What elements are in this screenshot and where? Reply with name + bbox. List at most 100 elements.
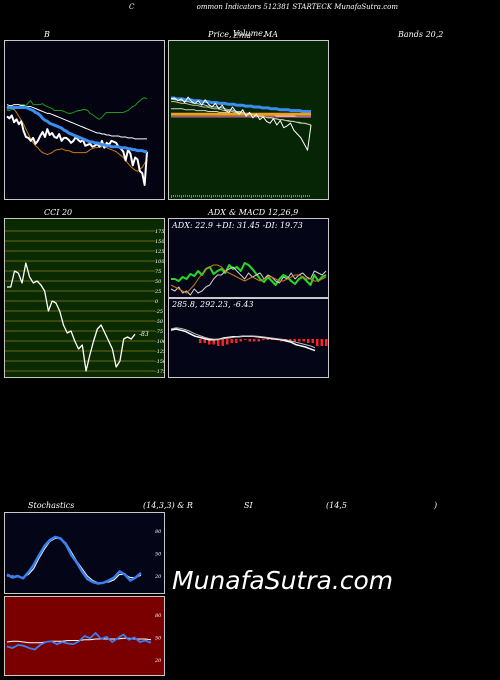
volume-bar [275,195,276,197]
ema-label: Ema [233,31,252,40]
volume-bar [295,195,296,197]
macd-hist-bar [311,339,314,343]
rsi-chart: 80 50 20 [5,597,164,675]
macd-signal-line [170,327,316,349]
stoch-panel: 80 50 20 [4,512,165,594]
cci-bg [5,219,164,377]
macd-hist-bar [235,339,238,343]
volume-bar [207,195,208,197]
stoch-tick-label: 80 [155,529,162,535]
volume-bar [171,195,172,198]
page-title: C ommon Indicators 512381 STARTECK Munaf… [129,3,398,11]
volume-bar [231,195,232,198]
volume-bar [197,195,198,197]
rsi-tick-label: 80 [155,613,162,619]
rsi-close: ) [434,501,438,510]
cci-last-value: -83 [139,331,149,338]
volume-bar [255,195,256,197]
macd-hist-bar [316,339,319,346]
cci-tick-label: -150 [155,359,164,365]
cci-tick-label: 0 [155,299,159,305]
stoch-label: Stochastics [28,501,75,510]
title-prefix: C [129,3,135,11]
volume-bar [179,195,180,197]
volume-bar [277,195,278,197]
price-chart [169,41,328,199]
cci-tick-label: -50 [155,319,164,325]
bollinger-series-3 [7,106,148,172]
volume-bar [285,195,286,197]
volume-bar [211,195,212,198]
volume-bar [217,195,218,197]
volume-bar [177,195,178,197]
volume-bar [209,195,210,197]
volume-bar [241,195,242,198]
volume-bar [271,195,272,198]
volume-bar [229,195,230,197]
volume-bar [269,195,270,197]
volume-bar [201,195,202,198]
cci-tick-label: 125 [155,249,164,255]
volume-bar [257,195,258,197]
volume-bar [235,195,236,197]
volume-bar [237,195,238,197]
bollinger-chart [5,41,164,199]
cci-tick-label: 50 [155,279,162,285]
macd-hist-bar [320,339,323,346]
adx-label: ADX [208,208,226,217]
volume-bar [279,195,280,197]
macd-hist-bar [244,339,247,340]
macd-hist-bar [266,339,269,340]
volume-bar [181,195,182,198]
volume-bar [305,195,306,197]
volume-bar [233,195,234,197]
volume-bar [259,195,260,197]
adx-values: ADX: 22.9 +DI: 31.45 -DI: 19.73 [172,221,303,230]
volume-bar [221,195,222,198]
cci-tick-label: 175 [155,229,164,235]
volume-bar [239,195,240,197]
cci-chart: 175 150 125 100 75 50 25 0 -25 -50 -75 -100 -125 -150… [5,219,164,377]
macd-hist-bar [199,339,202,343]
macd-hist-bar [302,339,305,342]
volume-bar [309,195,310,197]
macd-hist-bar [262,339,265,340]
adx-chart [169,219,328,297]
price-panel [168,40,329,200]
cci-tick-label: -25 [155,309,163,315]
volume-bar [303,195,304,197]
macd-hist-bar [271,339,274,340]
volume-bar [191,195,192,198]
volume-bar [203,195,204,197]
rsi-tick-label: 20 [154,658,162,664]
volume-bar [247,195,248,197]
volume-bar [223,195,224,197]
cci-panel: 175 150 125 100 75 50 25 0 -25 -50 -75 -100 -125 -150… [4,218,165,378]
ma-label: MA [264,30,278,39]
macd-chart [169,299,328,377]
volume-bar [251,195,252,198]
volume-bar [273,195,274,197]
rsi-line [6,632,152,651]
bollinger-label: B [44,30,50,39]
price-series-5 [171,101,312,126]
cci-label: CCI 20 [44,208,73,217]
cci-tick-label: 75 [155,269,161,275]
volume-bar [183,195,184,197]
watermark: MunafaSutra.com [172,566,394,595]
bands-label: Bands 20,2 [398,30,444,39]
volume-bar [173,195,174,197]
volume-bar [301,195,302,198]
volume-bar [205,195,206,197]
rsi-panel: 80 50 20 [4,596,165,676]
macd-hist-bar [230,339,233,343]
macd-hist-bar [226,339,229,345]
volume-bar [267,195,268,197]
cci-tick-label: 150 [155,239,164,245]
volume-bar [289,195,290,197]
volume-bar [195,195,196,197]
macd-hist-bar [298,339,301,342]
bollinger-panel [4,40,165,200]
bollinger-series-4 [6,114,148,186]
volume-bar [213,195,214,197]
